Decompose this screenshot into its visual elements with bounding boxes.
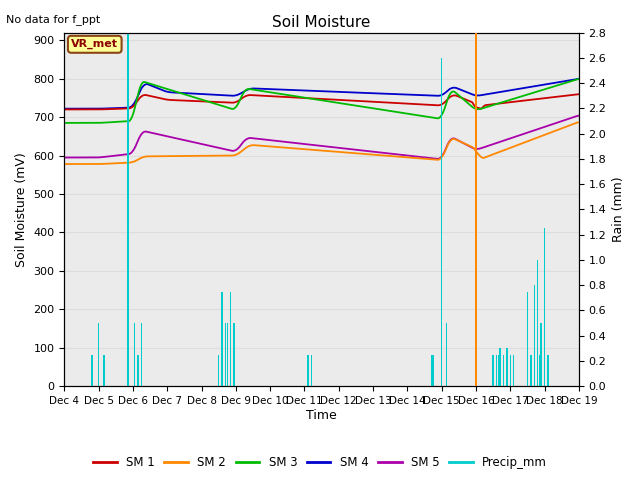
Text: No data for f_ppt: No data for f_ppt — [6, 14, 100, 25]
Bar — [540, 323, 542, 386]
Bar — [527, 291, 528, 386]
Bar — [530, 355, 531, 386]
Bar — [547, 355, 548, 386]
Bar — [218, 355, 220, 386]
Bar — [446, 323, 447, 386]
Bar — [230, 291, 232, 386]
Bar — [103, 355, 104, 386]
Bar — [433, 355, 434, 386]
Bar — [127, 26, 129, 386]
Bar — [497, 355, 499, 386]
Y-axis label: Soil Moisture (mV): Soil Moisture (mV) — [15, 152, 28, 267]
Bar — [91, 355, 93, 386]
Bar — [134, 323, 136, 386]
Bar — [539, 355, 540, 386]
Bar — [141, 323, 142, 386]
Bar — [499, 348, 500, 386]
Title: Soil Moisture: Soil Moisture — [273, 15, 371, 30]
Bar — [431, 355, 432, 386]
Legend: SM 1, SM 2, SM 3, SM 4, SM 5, Precip_mm: SM 1, SM 2, SM 3, SM 4, SM 5, Precip_mm — [88, 452, 552, 474]
Bar — [307, 355, 308, 386]
Bar — [310, 355, 312, 386]
Bar — [492, 355, 494, 386]
Bar — [98, 323, 99, 386]
Bar — [475, 33, 477, 386]
Text: VR_met: VR_met — [71, 39, 118, 49]
Bar — [544, 228, 545, 386]
Bar — [138, 355, 139, 386]
Bar — [506, 348, 508, 386]
Bar — [534, 285, 535, 386]
Bar — [221, 291, 223, 386]
Bar — [537, 260, 538, 386]
Y-axis label: Rain (mm): Rain (mm) — [612, 177, 625, 242]
Bar — [225, 323, 227, 386]
Bar — [234, 323, 235, 386]
Bar — [502, 355, 504, 386]
Bar — [509, 355, 511, 386]
Bar — [496, 355, 497, 386]
Bar — [227, 323, 228, 386]
Bar — [513, 355, 515, 386]
Bar — [441, 58, 442, 386]
X-axis label: Time: Time — [307, 409, 337, 422]
